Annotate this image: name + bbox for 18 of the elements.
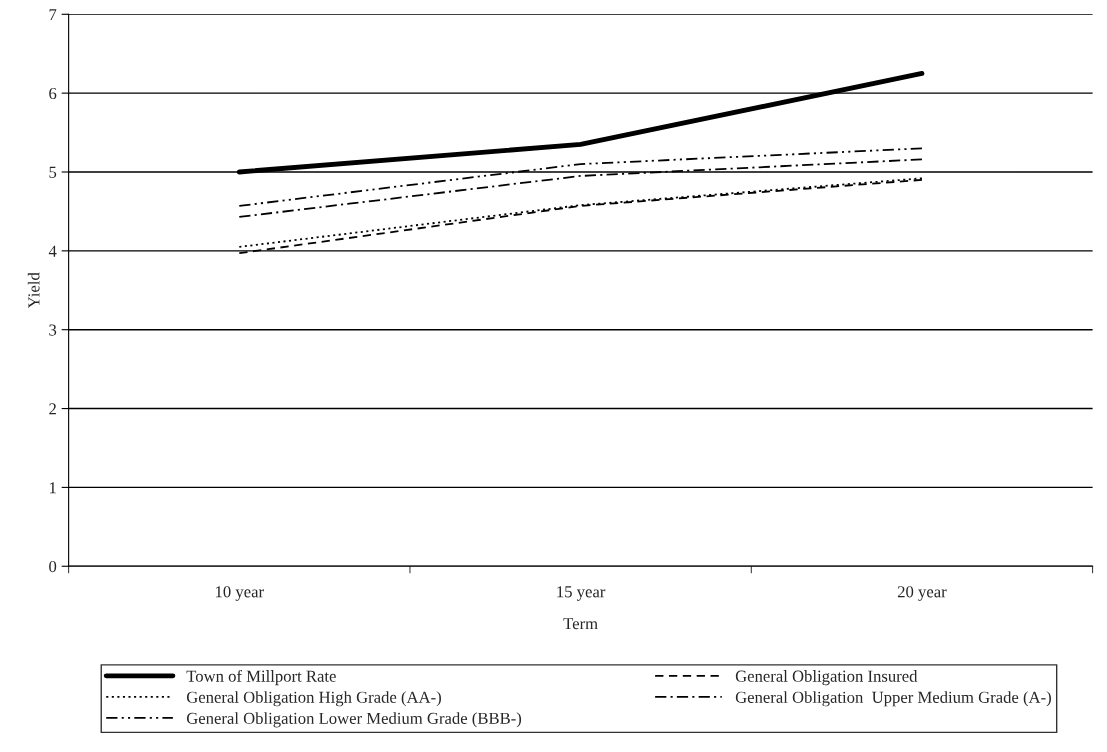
y-tick-label: 5 xyxy=(49,166,57,178)
y-axis-title: Yield xyxy=(27,272,40,309)
y-tick-label: 6 xyxy=(49,87,57,100)
y-tick-label: 7 xyxy=(49,9,57,21)
x-tick-label: 10 year xyxy=(216,586,264,601)
legend-label: General Obligation High Grade (AA-) xyxy=(186,691,441,707)
y-tick-label: 4 xyxy=(48,245,57,257)
y-tick-label: 1 xyxy=(49,482,56,494)
legend-label: General Obligation Upper Medium Grade (A-) xyxy=(735,691,1051,707)
x-tick-label: 15 year xyxy=(557,586,606,601)
y-tick-label: 2 xyxy=(49,403,56,415)
legend-label: Town of Millport Rate xyxy=(186,669,336,686)
x-axis-title: Term xyxy=(563,618,598,630)
y-tick-label: 3 xyxy=(49,324,57,336)
y-tick-label: 0 xyxy=(49,560,57,573)
legend-label: General Obligation Lower Medium Grade (BBB-) xyxy=(186,712,522,728)
x-tick-label: 20 year xyxy=(897,586,947,601)
legend-label: General Obligation Insured xyxy=(735,670,918,686)
